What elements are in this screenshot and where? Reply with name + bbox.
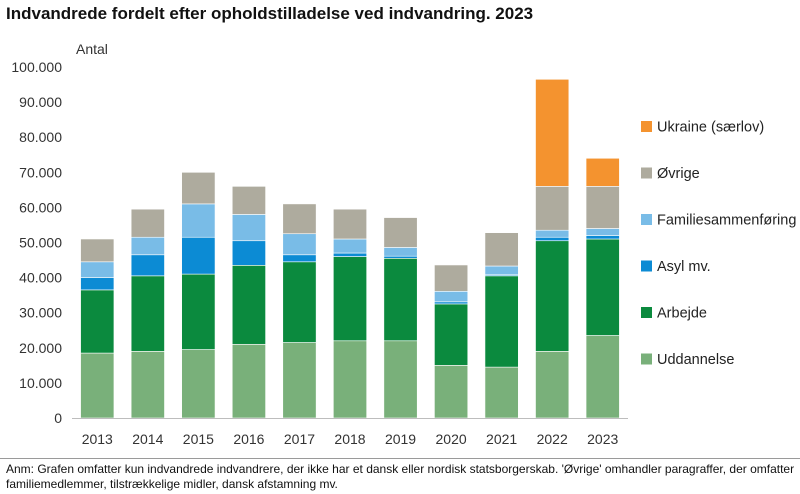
bar-segment-2014-1 xyxy=(130,275,165,352)
bar-segment-2020-3 xyxy=(434,290,469,303)
bar-segment-2018-0 xyxy=(333,340,367,419)
x-tick-label: 2022 xyxy=(537,431,568,447)
x-tick-label: 2021 xyxy=(486,431,517,447)
x-tick-label: 2016 xyxy=(233,431,264,447)
bar-segment-2019-0 xyxy=(383,340,418,419)
bar-segment-2021-3 xyxy=(484,265,519,276)
x-tick-label: 2020 xyxy=(436,431,467,447)
bar-segment-2018-4 xyxy=(333,208,367,240)
y-tick-label: 30.000 xyxy=(19,305,62,321)
bar-segment-2020-1 xyxy=(434,303,469,366)
x-tick-label: 2018 xyxy=(334,431,365,447)
legend-swatch xyxy=(641,307,652,318)
x-tick-label: 2014 xyxy=(132,431,163,447)
y-tick-label: 10.000 xyxy=(19,375,62,391)
y-axis-label: Antal xyxy=(76,41,108,57)
bar-segment-2023-3 xyxy=(585,228,620,236)
bar-segment-2019-1 xyxy=(383,257,418,342)
bar-segment-2021-1 xyxy=(484,275,519,368)
bar-segment-2022-4 xyxy=(535,186,570,231)
stacked-bar-chart: Antal 0 10.000 20.000 30.000 40.000 50.000 60.… xyxy=(11,41,796,447)
bar-segment-2021-4 xyxy=(484,232,519,267)
bar-segment-2015-4 xyxy=(181,172,216,205)
bar-segment-2013-3 xyxy=(80,261,115,278)
bar-segment-2022-5 xyxy=(535,78,570,187)
legend-swatch xyxy=(641,167,652,179)
bar-segment-2014-4 xyxy=(130,208,165,238)
bar-segment-2023-4 xyxy=(585,186,620,229)
legend-swatch xyxy=(641,353,652,365)
legend-swatch xyxy=(641,121,652,132)
bar-segment-2016-1 xyxy=(231,265,266,345)
bar-segment-2020-2 xyxy=(434,301,469,305)
y-tick-label: 70.000 xyxy=(19,164,62,180)
bar-segment-2018-1 xyxy=(333,256,367,342)
bar-segment-2013-1 xyxy=(80,289,115,354)
legend-label: Familiesammenføring xyxy=(657,213,796,229)
legend-label: Øvrige xyxy=(657,166,700,182)
x-tick-label: 2017 xyxy=(284,431,315,447)
y-tick-label: 0 xyxy=(54,410,62,426)
bar-segment-2014-0 xyxy=(130,351,165,419)
legend-label: Asyl mv. xyxy=(657,259,711,275)
bar-segment-2015-1 xyxy=(181,273,216,350)
legend-swatch xyxy=(641,260,652,272)
bar-segment-2015-2 xyxy=(181,236,216,275)
note-divider xyxy=(0,458,800,459)
y-tick-label: 100.000 xyxy=(11,59,62,75)
bar-segment-2013-2 xyxy=(80,277,115,291)
bar-segment-2021-0 xyxy=(484,366,519,419)
bar-segment-2020-0 xyxy=(434,365,469,419)
bar-segment-2016-4 xyxy=(231,186,266,215)
legend-label: Ukraine (særlov) xyxy=(657,120,764,136)
bar-segment-2015-3 xyxy=(181,203,216,238)
bar-segment-2016-2 xyxy=(231,240,266,266)
bar-segment-2017-2 xyxy=(282,254,317,263)
bar-segment-2019-4 xyxy=(383,217,418,248)
x-tick-label: 2015 xyxy=(183,431,214,447)
bar-segment-2014-3 xyxy=(130,236,165,256)
bar-segment-2022-2 xyxy=(535,236,570,242)
legend-swatch xyxy=(641,214,652,225)
bar-segment-2023-5 xyxy=(585,157,620,187)
bar-segment-2022-0 xyxy=(535,351,570,419)
bar-segment-2023-0 xyxy=(585,335,620,419)
legend-label: Arbejde xyxy=(657,306,707,322)
bar-segment-2015-0 xyxy=(181,349,216,419)
bar-segment-2023-1 xyxy=(585,238,620,336)
bar-segment-2020-4 xyxy=(434,264,469,292)
footnote: Anm: Grafen omfatter kun indvandrede ind… xyxy=(6,462,795,491)
chart-title: Indvandrede fordelt efter opholdstillade… xyxy=(6,4,534,23)
bar-segment-2017-0 xyxy=(282,342,317,419)
bar-segment-2016-0 xyxy=(231,343,266,419)
bar-segment-2017-4 xyxy=(282,203,317,235)
bar-segment-2014-2 xyxy=(130,254,165,277)
bar-segment-2017-3 xyxy=(282,233,317,256)
y-tick-label: 60.000 xyxy=(19,199,62,215)
bar-segment-2023-2 xyxy=(585,235,620,240)
y-tick-label: 90.000 xyxy=(19,94,62,110)
x-tick-label: 2019 xyxy=(385,431,416,447)
bar-segment-2018-2 xyxy=(333,252,367,257)
bar-segment-2018-3 xyxy=(333,238,367,254)
y-tick-label: 40.000 xyxy=(19,270,62,286)
y-tick-label: 20.000 xyxy=(19,340,62,356)
x-tick-label: 2023 xyxy=(587,431,618,447)
bar-segment-2016-3 xyxy=(231,214,266,242)
y-tick-label: 80.000 xyxy=(19,129,62,145)
bar-segment-2017-1 xyxy=(282,261,317,343)
bar-segment-2022-3 xyxy=(535,229,570,238)
legend-label: Uddannelse xyxy=(657,352,734,368)
bar-segment-2019-2 xyxy=(383,255,418,259)
bar-segment-2013-0 xyxy=(80,352,115,419)
y-tick-label: 50.000 xyxy=(19,235,62,251)
bar-segment-2022-1 xyxy=(535,240,570,352)
x-tick-label: 2013 xyxy=(82,431,113,447)
bar-segment-2019-3 xyxy=(383,247,418,257)
bar-segment-2013-4 xyxy=(80,238,115,263)
